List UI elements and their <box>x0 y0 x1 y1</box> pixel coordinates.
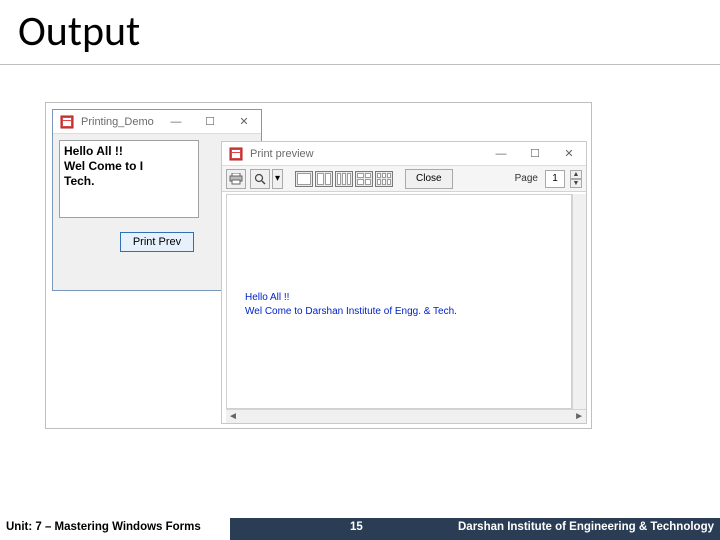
maximize-button[interactable]: ☐ <box>518 142 552 166</box>
close-button[interactable]: ✕ <box>552 142 586 166</box>
screenshot-region: Printing_Demo — ☐ ✕ Hello All !! Wel Com… <box>45 102 592 429</box>
maximize-button[interactable]: ☐ <box>193 110 227 134</box>
preview-toolbar: ▾ Close Page ▲▼ <box>222 166 586 192</box>
slide-footer: Unit: 7 – Mastering Windows Forms 15 Dar… <box>0 518 720 540</box>
footer-unit: Unit: 7 – Mastering Windows Forms <box>6 521 203 536</box>
layout-1-button[interactable] <box>295 171 313 187</box>
titlebar[interactable]: Print preview — ☐ ✕ <box>222 142 586 166</box>
window-title: Printing_Demo <box>81 116 159 128</box>
print-icon[interactable] <box>226 169 246 189</box>
scroll-right-icon[interactable]: ► <box>574 411 584 422</box>
minimize-button[interactable]: — <box>484 142 518 166</box>
spin-up-icon[interactable]: ▲ <box>570 170 582 179</box>
chevron-down-icon: ▾ <box>272 169 283 189</box>
layout-6-button[interactable] <box>375 171 393 187</box>
layout-2-button[interactable] <box>315 171 333 187</box>
page-label: Page <box>515 173 538 184</box>
preview-canvas: Hello All !! Wel Come to Darshan Institu… <box>226 194 572 409</box>
slide-title: Output <box>18 6 140 57</box>
output-textbox[interactable]: Hello All !! Wel Come to I Tech. <box>59 140 199 218</box>
print-preview-button[interactable]: Print Prev <box>120 232 194 252</box>
preview-text: Hello All !! Wel Come to Darshan Institu… <box>245 291 457 318</box>
page-layout-group <box>295 171 393 187</box>
print-preview-window: Print preview — ☐ ✕ ▾ <box>221 141 587 424</box>
spin-down-icon[interactable]: ▼ <box>570 179 582 188</box>
footer-institute: Darshan Institute of Engineering & Techn… <box>458 521 714 533</box>
page-number-input[interactable] <box>545 170 565 188</box>
minimize-button[interactable]: — <box>159 110 193 134</box>
app-icon <box>59 114 75 130</box>
slide: Output Printing_Demo — ☐ ✕ Hello All !! … <box>0 0 720 540</box>
app-icon <box>228 146 244 162</box>
page-spinner[interactable]: ▲▼ <box>570 170 582 188</box>
zoom-icon <box>250 169 270 189</box>
title-divider <box>0 64 720 65</box>
layout-4-button[interactable] <box>355 171 373 187</box>
layout-3-button[interactable] <box>335 171 353 187</box>
vertical-scrollbar[interactable] <box>572 194 586 409</box>
titlebar[interactable]: Printing_Demo — ☐ ✕ <box>53 110 261 134</box>
zoom-dropdown[interactable]: ▾ <box>250 169 283 189</box>
footer-page-number: 15 <box>350 521 363 533</box>
close-preview-button[interactable]: Close <box>405 169 453 189</box>
horizontal-scrollbar[interactable]: ◄ ► <box>226 409 586 423</box>
close-button[interactable]: ✕ <box>227 110 261 134</box>
scroll-left-icon[interactable]: ◄ <box>228 411 238 422</box>
window-title: Print preview <box>250 148 484 160</box>
